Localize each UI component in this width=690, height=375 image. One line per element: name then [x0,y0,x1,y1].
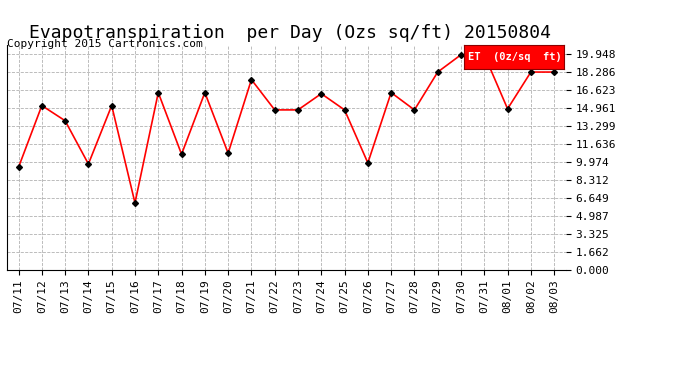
Text: ET  (0z/sq  ft): ET (0z/sq ft) [468,52,561,62]
Text: Copyright 2015 Cartronics.com: Copyright 2015 Cartronics.com [7,39,203,50]
Text: Evapotranspiration  per Day (Ozs sq/ft) 20150804: Evapotranspiration per Day (Ozs sq/ft) 2… [29,24,551,42]
